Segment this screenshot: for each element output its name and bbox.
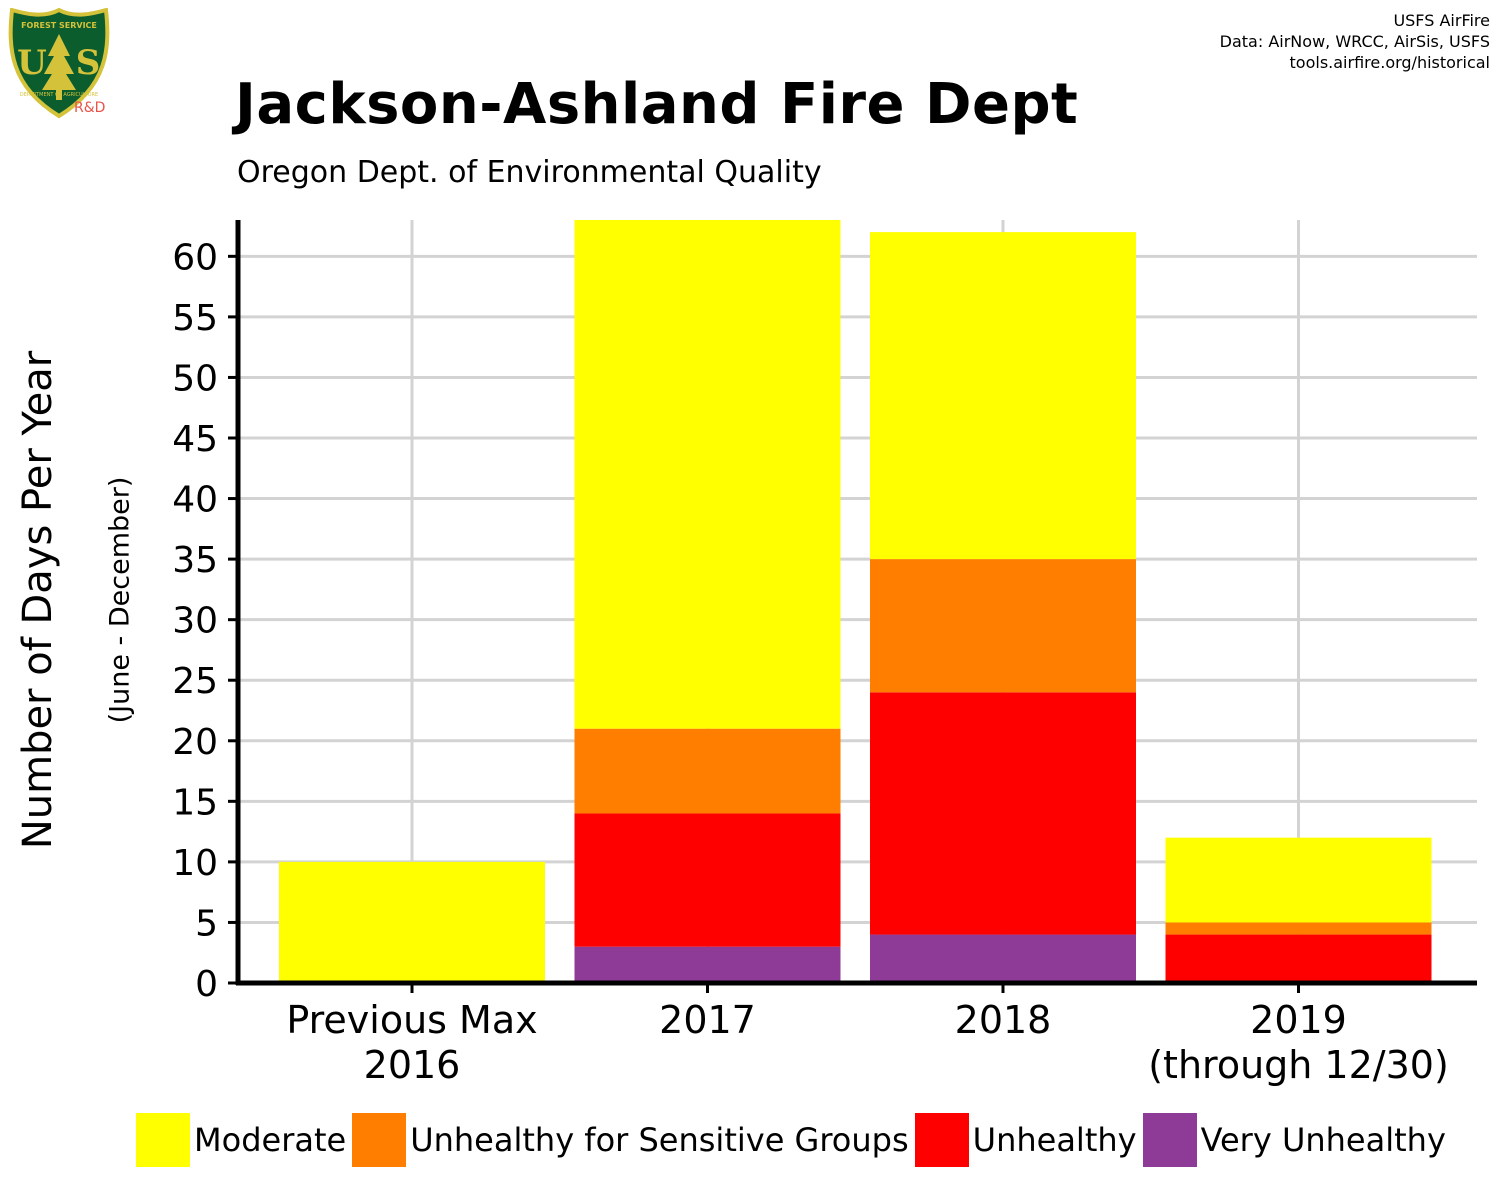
logo-bottom-text: DEPARTMENT OF AGRICULTURE bbox=[20, 92, 98, 98]
chart-legend: Moderate Unhealthy for Sensitive Groups Un… bbox=[136, 1113, 1452, 1167]
bar-segment bbox=[1165, 837, 1432, 923]
bar-segment bbox=[1165, 922, 1432, 935]
legend-label: Moderate bbox=[194, 1121, 347, 1159]
legend-label: Unhealthy for Sensitive Groups bbox=[410, 1121, 909, 1159]
x-tick-label: 2017 bbox=[659, 998, 756, 1042]
bar-segment bbox=[870, 232, 1136, 560]
bar-segment bbox=[870, 934, 1136, 983]
y-tick-label: 10 bbox=[172, 843, 218, 884]
logo-letter-u: U bbox=[17, 43, 47, 83]
logo-letter-s: S bbox=[76, 43, 101, 83]
x-tick-label: Previous Max bbox=[286, 998, 537, 1042]
y-tick-label: 0 bbox=[195, 964, 218, 1005]
logo-tag: R&D bbox=[74, 100, 106, 116]
y-tick-label: 40 bbox=[172, 480, 218, 521]
legend-swatch bbox=[914, 1113, 969, 1167]
bar-segment bbox=[574, 220, 841, 729]
tree-icon bbox=[42, 34, 76, 100]
credits-line-2: Data: AirNow, WRCC, AirSis, USFS bbox=[1219, 32, 1490, 51]
legend-item: Unhealthy for Sensitive Groups bbox=[352, 1113, 909, 1167]
x-tick-label: 2019 bbox=[1250, 998, 1347, 1042]
y-tick-label: 55 bbox=[172, 298, 218, 339]
chart-title: Jackson-Ashland Fire Dept bbox=[235, 72, 1079, 137]
usfs-logo-icon: FOREST SERVICE U S DEPARTMENT OF AGRICUL… bbox=[8, 8, 110, 119]
bar-segment bbox=[574, 728, 841, 814]
x-tick-label: 2016 bbox=[364, 1043, 461, 1087]
legend-item: Very Unhealthy bbox=[1142, 1113, 1446, 1167]
bar-segment bbox=[574, 813, 841, 947]
legend-item: Moderate bbox=[136, 1113, 346, 1167]
data-credits: USFS AirFire Data: AirNow, WRCC, AirSis,… bbox=[1220, 10, 1490, 73]
logo-top-text: FOREST SERVICE bbox=[21, 21, 97, 30]
legend-item: Unhealthy bbox=[914, 1113, 1137, 1167]
y-tick-label: 45 bbox=[172, 419, 218, 460]
legend-swatch bbox=[136, 1113, 190, 1167]
bar-segment bbox=[279, 861, 545, 983]
bar-segment bbox=[1165, 934, 1432, 983]
y-tick-label: 60 bbox=[172, 237, 218, 278]
bar-segment bbox=[870, 559, 1136, 693]
y-tick-label: 15 bbox=[172, 782, 218, 823]
y-tick-label: 25 bbox=[172, 661, 218, 702]
y-tick-label: 50 bbox=[172, 358, 218, 399]
legend-swatch bbox=[352, 1113, 407, 1167]
x-tick-label: (through 12/30) bbox=[1148, 1043, 1449, 1087]
credits-line-1: USFS AirFire bbox=[1393, 11, 1490, 30]
y-tick-label: 35 bbox=[172, 540, 218, 581]
bar-segment bbox=[870, 692, 1136, 935]
chart-subtitle: Oregon Dept. of Environmental Quality bbox=[237, 155, 822, 190]
bar-segment bbox=[574, 946, 841, 983]
legend-swatch bbox=[1142, 1113, 1197, 1167]
y-tick-label: 5 bbox=[195, 903, 218, 944]
legend-label: Unhealthy bbox=[972, 1121, 1137, 1159]
credits-line-3: tools.airfire.org/historical bbox=[1289, 53, 1490, 72]
legend-label: Very Unhealthy bbox=[1200, 1121, 1446, 1159]
y-tick-label: 30 bbox=[172, 601, 218, 642]
x-tick-label: 2018 bbox=[955, 998, 1052, 1042]
y-tick-label: 20 bbox=[172, 722, 218, 763]
